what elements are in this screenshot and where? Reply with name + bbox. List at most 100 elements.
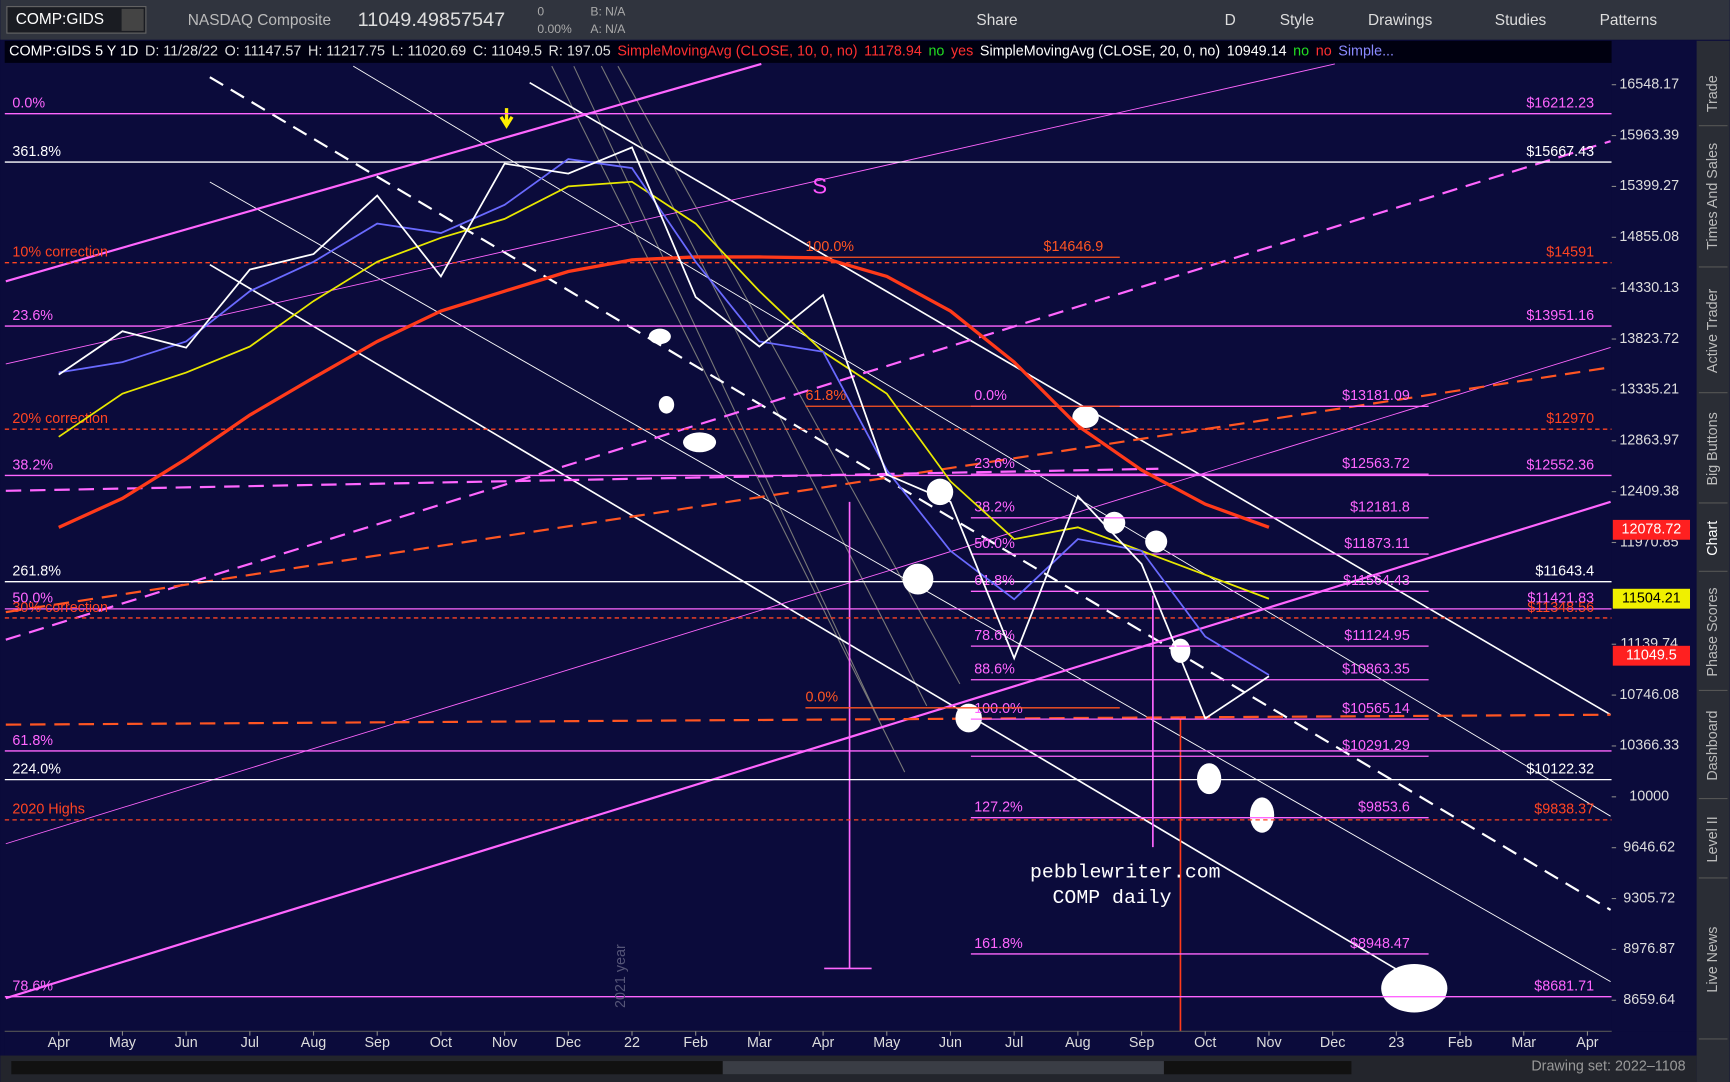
side-tab[interactable]: Trade — [1705, 75, 1721, 112]
fib-label: 50.0% — [974, 536, 1015, 552]
price-axis-labels: 16548.17 15963.39 15399.27 14855.08 14330.13… — [1611, 76, 1691, 1008]
toolbar-button[interactable]: Drawings — [1368, 12, 1433, 29]
x-tick-label: Aug — [301, 1035, 327, 1051]
y-tick-label: 10000 — [1629, 789, 1669, 805]
fib-price: $9853.6 — [1358, 800, 1410, 816]
measure-line — [824, 501, 1154, 970]
marker — [683, 432, 717, 453]
fib-label: 100.0% — [974, 701, 1023, 717]
price-tag — [1612, 588, 1691, 609]
x-tick-label: Dec — [1320, 1035, 1345, 1051]
fib-label: 0.0% — [805, 690, 838, 706]
x-tick-label: May — [109, 1035, 137, 1051]
fib-price: $11873.11 — [1344, 536, 1410, 552]
scroll-thumb[interactable] — [722, 1061, 1164, 1075]
marker — [1145, 530, 1168, 553]
side-tab[interactable]: Dashboard — [1705, 711, 1721, 781]
side-tab[interactable]: Times And Sales — [1705, 143, 1721, 250]
study-header: COMP:GIDS 5 Y 1D D: 11/28/22 O: 11147.57 H:… — [9, 44, 1394, 60]
y-tick-label: 12409.38 — [1619, 483, 1679, 499]
toolbar — [0, 0, 1730, 40]
toolbar-button[interactable]: D — [1225, 12, 1236, 29]
header-item: 11178.94 — [864, 44, 922, 60]
fib-price: $10863.35 — [1342, 662, 1410, 678]
marker — [926, 478, 954, 506]
side-tab[interactable]: Live News — [1705, 927, 1721, 993]
level-price: $16212.23 — [1526, 96, 1594, 112]
fib-price: $11124.95 — [1344, 628, 1410, 644]
header-item: L: 11020.69 — [392, 44, 467, 60]
y-tick-label: 13335.21 — [1619, 382, 1679, 398]
series — [58, 146, 1270, 720]
fib-label: 61.8% — [805, 388, 846, 404]
bid: B: N/A — [590, 4, 626, 18]
time-axis — [4, 1031, 1696, 1056]
level-label: 261.8% — [12, 564, 61, 580]
side-tab[interactable]: Level II — [1705, 816, 1721, 862]
level-label: 30% correction — [12, 600, 108, 616]
y-tick-label: 14855.08 — [1619, 229, 1679, 245]
price-tag-label: 11504.21 — [1622, 590, 1681, 606]
pink-trend-line — [5, 500, 1611, 1000]
x-tick-label: 22 — [624, 1035, 640, 1051]
marker — [648, 328, 671, 345]
header-item: H: 11217.75 — [308, 44, 385, 60]
x-tick-label: Oct — [1194, 1035, 1216, 1051]
toolbar-button[interactable]: Style — [1280, 12, 1314, 29]
series-line — [58, 146, 1270, 720]
toolbar-button[interactable]: Patterns — [1600, 12, 1658, 29]
level-label: 10% correction — [12, 245, 108, 261]
fib-price: $14646.9 — [1043, 239, 1103, 255]
fib-price: $10565.14 — [1342, 701, 1410, 717]
toolbar-button[interactable]: Studies — [1495, 12, 1547, 29]
header-item: no — [1293, 44, 1309, 60]
toolbar-button[interactable]: Share — [976, 12, 1017, 29]
level-price: $15667.43 — [1526, 144, 1594, 160]
level-label: 50.0% — [12, 591, 53, 607]
x-tick-label: Jul — [241, 1035, 259, 1051]
y-tick-label: 15399.27 — [1619, 178, 1679, 194]
fib-price: $12563.72 — [1342, 456, 1410, 472]
x-tick-label: Mar — [747, 1035, 772, 1051]
header-item: no — [928, 44, 944, 60]
level-label: 23.6% — [12, 308, 53, 324]
symbol-dropdown[interactable] — [121, 8, 144, 31]
x-tick-label: Nov — [492, 1035, 518, 1051]
header-item: O: 11147.57 — [225, 44, 302, 60]
series-line — [58, 180, 1270, 600]
y-tick-label: 14330.13 — [1619, 280, 1679, 296]
y-tick-label: 8659.64 — [1623, 992, 1675, 1008]
series-line — [58, 255, 1270, 529]
trend-line — [353, 65, 1611, 817]
fib-label: 88.6% — [974, 662, 1015, 678]
level-price: $12552.36 — [1526, 457, 1594, 473]
x-tick-label: Apr — [1576, 1035, 1599, 1051]
marker — [902, 563, 934, 595]
side-tab[interactable]: Big Buttons — [1705, 412, 1721, 485]
level-price: $14591 — [1546, 245, 1594, 261]
side-tab[interactable]: Chart — [1705, 521, 1721, 556]
price-tag-label: 11049.5 — [1626, 648, 1677, 664]
change-pct: 0.00% — [537, 22, 572, 36]
x-tick-label: Apr — [48, 1035, 71, 1051]
gann-fan — [551, 65, 961, 773]
header-item: COMP:GIDS 5 Y 1D — [9, 44, 138, 60]
annotation: pebblewriter.com — [1030, 861, 1221, 884]
y-tick-label: 16548.17 — [1619, 76, 1679, 92]
last-price: 11049.49857547 — [358, 9, 506, 31]
side-tab[interactable]: Phase Scores — [1705, 587, 1721, 676]
marker — [1249, 797, 1275, 833]
header-item: Simple... — [1338, 44, 1394, 60]
level-price: $11421.83 — [1527, 591, 1594, 607]
fib-label: 78.6% — [974, 628, 1015, 644]
header-item: D: 11/28/22 — [145, 44, 218, 60]
annotation: 2021 year — [613, 944, 629, 1008]
y-tick-label: 8976.87 — [1623, 941, 1675, 957]
side-tab[interactable]: Active Trader — [1705, 288, 1721, 373]
x-tick-label: Mar — [1511, 1035, 1536, 1051]
level-label: 38.2% — [12, 457, 53, 473]
